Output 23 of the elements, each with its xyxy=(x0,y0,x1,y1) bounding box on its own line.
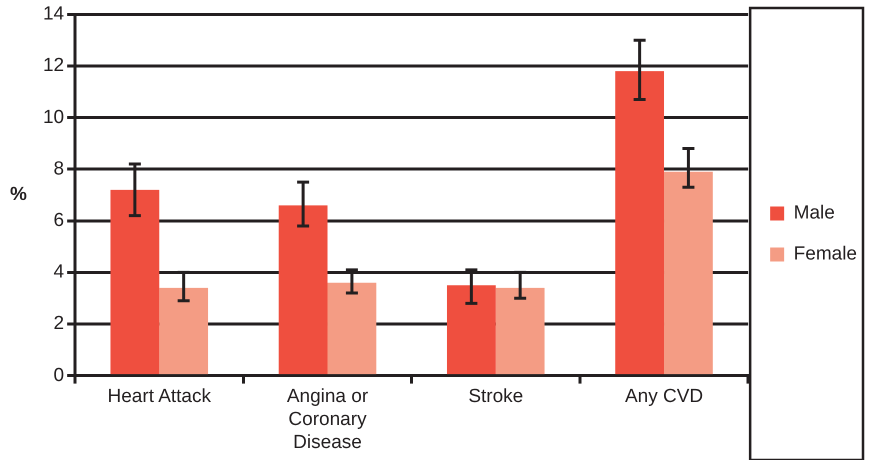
bar xyxy=(615,71,664,374)
y-axis-title: % xyxy=(10,184,27,206)
x-tick-label: Any CVD xyxy=(624,386,704,408)
bar xyxy=(664,172,713,374)
bar xyxy=(110,190,160,374)
x-tick-label: Stroke xyxy=(468,386,524,408)
bar xyxy=(496,288,545,374)
legend-label: Female xyxy=(794,244,858,265)
y-tick-label: 14 xyxy=(42,4,65,25)
x-tick-label: Heart Attack xyxy=(108,386,212,408)
y-tick-label: 8 xyxy=(54,158,64,180)
y-tick-label: 2 xyxy=(54,313,64,334)
bar xyxy=(278,205,328,374)
y-tick-label: 0 xyxy=(54,364,64,386)
y-tick-label: 6 xyxy=(54,210,64,232)
legend-label: Male xyxy=(794,202,835,224)
bar xyxy=(159,288,208,374)
y-tick-label: 4 xyxy=(54,262,65,283)
bar xyxy=(446,285,496,374)
x-tick-label: Angina or Coronary Disease xyxy=(286,386,369,453)
y-tick-label: 10 xyxy=(42,106,64,128)
y-tick-label: 12 xyxy=(42,55,64,76)
bar xyxy=(328,282,376,374)
